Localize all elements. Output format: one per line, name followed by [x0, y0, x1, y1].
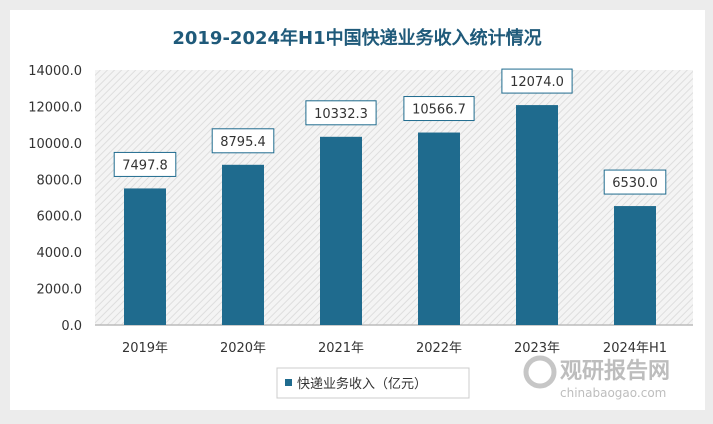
data-label: 10566.7 — [412, 103, 466, 118]
x-tick-label: 2024年H1 — [603, 341, 667, 356]
data-label-box — [501, 68, 573, 94]
legend-box — [276, 367, 470, 399]
watermark-logo-icon — [523, 355, 557, 389]
bar — [222, 164, 264, 325]
data-label: 12074.0 — [510, 75, 564, 90]
data-label: 8795.4 — [220, 135, 266, 150]
data-label-box — [113, 151, 177, 177]
bar — [418, 132, 460, 325]
x-tick-label: 2020年 — [220, 341, 266, 356]
legend-label: 快递业务收入（亿元） — [297, 376, 427, 392]
data-label: 7497.8 — [122, 158, 168, 173]
watermark-url: chinabaogao.com — [560, 386, 666, 400]
bar — [516, 105, 558, 325]
y-tick-label: 2000.0 — [37, 283, 83, 298]
data-label-box — [211, 128, 275, 154]
x-tick-label: 2022年 — [416, 341, 462, 356]
data-label-box — [305, 100, 377, 126]
legend-swatch — [285, 379, 292, 386]
data-label-box — [603, 169, 667, 195]
y-tick-label: 4000.0 — [37, 246, 83, 261]
x-tick-label: 2019年 — [122, 341, 168, 356]
data-label: 6530.0 — [612, 176, 658, 191]
y-tick-label: 0.0 — [61, 319, 82, 334]
bar — [124, 188, 166, 325]
bar — [320, 136, 362, 325]
data-label: 10332.3 — [314, 107, 368, 122]
y-tick-label: 8000.0 — [37, 173, 83, 188]
y-tick-label: 6000.0 — [37, 210, 83, 225]
watermark: 观研报告网 chinabaogao.com — [523, 355, 670, 400]
legend: 快递业务收入（亿元） — [276, 367, 470, 399]
plot-area — [95, 70, 693, 325]
y-tick-label: 12000.0 — [28, 100, 82, 115]
data-label-box — [403, 96, 475, 122]
watermark-name: 观研报告网 — [560, 359, 670, 384]
x-tick-label: 2023年 — [514, 341, 560, 356]
x-tick-label: 2021年 — [318, 341, 364, 356]
bar — [614, 206, 656, 325]
y-tick-label: 14000.0 — [28, 64, 82, 79]
y-tick-label: 10000.0 — [28, 137, 82, 152]
chart-title: 2019-2024年H1中国快递业务收入统计情况 — [172, 27, 541, 49]
